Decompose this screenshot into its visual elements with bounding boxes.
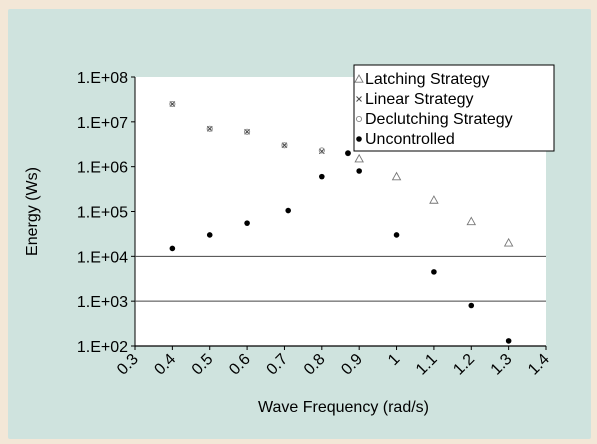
data-point: [431, 269, 437, 275]
y-tick-label: 1.E+02: [77, 339, 128, 356]
scatter-chart: 1.E+02 1.E+03 1.E+04 1.E+05 1.E+06 1.E+07 1.E+…: [24, 64, 555, 416]
data-point: [391, 171, 402, 181]
data-point: [393, 232, 400, 238]
data-point: [281, 142, 288, 149]
legend-entry: Declutching Strategy: [365, 111, 513, 128]
data-points: [169, 100, 514, 344]
x-marker-stroke: [356, 96, 362, 102]
y-tick-label: 1.E+08: [77, 70, 128, 87]
data-point: [505, 338, 512, 344]
x-tick-label: 1: [385, 351, 403, 369]
series-uncontrolled: [169, 150, 512, 344]
data-point: [429, 195, 439, 204]
x-tick-label: 1.4: [525, 351, 553, 379]
x-tick-label: 0.5: [189, 351, 217, 379]
x-ticks: 0.3 0.4 0.5 0.6 0.7 0.8 0.9 1 1.1 1.2 1.3 1.4: [114, 346, 553, 379]
data-point: [466, 216, 477, 226]
legend-marker: [356, 136, 362, 142]
data-point: [206, 232, 213, 238]
data-point: [345, 150, 351, 156]
data-point: [468, 302, 475, 309]
data-point: [169, 245, 176, 252]
x-tick-label: 0.4: [151, 351, 179, 379]
data-point: [285, 207, 291, 214]
x-tick-label: 0.8: [301, 351, 329, 379]
data-point: [354, 153, 364, 163]
y-ticks: 1.E+02 1.E+03 1.E+04 1.E+05 1.E+06 1.E+07 1.E+…: [77, 70, 135, 356]
y-tick-label: 1.E+03: [77, 294, 128, 311]
x-tick-label: 1.3: [488, 351, 516, 379]
data-point: [356, 168, 362, 174]
legend-marker: [356, 96, 362, 102]
series-declutching-strategy: [169, 100, 352, 157]
x-tick-label: 0.9: [338, 351, 366, 379]
series-latching-strategy: [354, 153, 514, 247]
y-tick-label: 1.E+04: [77, 249, 128, 266]
data-point: [169, 100, 176, 108]
x-tick-label: 1.2: [450, 351, 478, 379]
x-axis-label: Wave Frequency (rad/s): [258, 399, 429, 416]
x-tick-label: 1.1: [413, 351, 441, 379]
data-point: [318, 147, 325, 154]
y-tick-label: 1.E+05: [77, 205, 128, 222]
legend-box: [353, 64, 555, 152]
x-tick-label: 0.7: [264, 351, 292, 379]
legend: Latching Strategy Linear Strategy Declutch…: [353, 64, 555, 152]
data-point: [244, 128, 251, 135]
data-point: [206, 125, 213, 132]
data-point: [319, 173, 325, 180]
data-point: [503, 237, 514, 247]
legend-entry: Linear Strategy: [365, 91, 474, 108]
y-tick-label: 1.E+07: [77, 115, 128, 132]
data-point: [244, 220, 250, 226]
y-axis-label: Energy (Ws): [24, 167, 41, 256]
chart-panel: 1.E+02 1.E+03 1.E+04 1.E+05 1.E+06 1.E+07 1.E+…: [8, 9, 591, 439]
grid: [135, 255, 546, 302]
y-tick-label: 1.E+06: [77, 160, 128, 177]
legend-marker: [354, 74, 364, 83]
legend-marker: [355, 115, 363, 123]
x-tick-label: 0.6: [226, 351, 254, 379]
legend-entry: Latching Strategy: [365, 71, 490, 88]
legend-entry: Uncontrolled: [365, 131, 455, 148]
